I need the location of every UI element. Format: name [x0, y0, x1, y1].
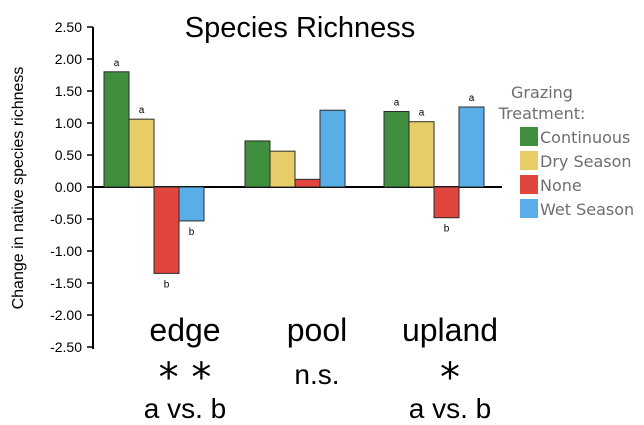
bar: [270, 151, 295, 187]
bar-significance-label: a: [469, 93, 475, 104]
y-tick-label: 0.00: [55, 179, 82, 195]
bar-significance-label: a: [419, 108, 425, 119]
legend-label: Wet Season: [540, 200, 634, 219]
legend-title-line-1: Grazing: [511, 83, 573, 102]
legend-label: None: [540, 176, 582, 195]
bar: [434, 187, 459, 218]
bar: [459, 107, 484, 187]
y-tick-label: 2.50: [55, 19, 82, 35]
group-label: upland: [402, 312, 498, 348]
bars: [104, 72, 484, 274]
legend-swatch: [520, 175, 538, 194]
legend-swatch: [520, 127, 538, 146]
legend: Grazing Treatment: Continuous Dry Season N…: [498, 83, 635, 219]
y-tick-label: 1.50: [55, 83, 82, 99]
bar: [295, 179, 320, 187]
bar: [179, 187, 204, 221]
y-axis-label: Change in native species richness: [10, 67, 27, 310]
group-label: pool: [287, 312, 348, 348]
legend-label: Continuous: [540, 128, 630, 147]
bar: [409, 122, 434, 187]
y-tick-label: -2.50: [50, 339, 82, 355]
bar-significance-label: b: [189, 227, 195, 238]
comparison-label: a vs. b: [409, 393, 491, 424]
group-label: edge: [149, 312, 220, 348]
comparison-label: a vs. b: [144, 393, 226, 424]
y-tick-label: 2.00: [55, 51, 82, 67]
legend-swatch: [520, 151, 538, 170]
bar-significance-label: b: [164, 279, 170, 290]
bar: [104, 72, 129, 187]
y-tick-label: 1.00: [55, 115, 82, 131]
legend-label: Dry Season: [540, 152, 632, 171]
y-tick-label: -1.00: [50, 243, 82, 259]
y-tick-label: 0.50: [55, 147, 82, 163]
bar: [245, 141, 270, 187]
bar: [129, 119, 154, 187]
y-tick-label: -0.50: [50, 211, 82, 227]
legend-items: Continuous Dry Season None Wet Season: [520, 127, 634, 219]
bar: [154, 187, 179, 273]
chart-title: Species Richness: [185, 12, 416, 44]
bar-significance-label: a: [114, 58, 120, 69]
bar-significance-label: a: [139, 105, 145, 116]
y-tick-label: -2.00: [50, 307, 82, 323]
y-tick-label: -1.50: [50, 275, 82, 291]
bar-significance-label: b: [444, 224, 450, 235]
legend-title-line-2: Treatment:: [498, 104, 586, 123]
bar-significance-label: a: [394, 97, 400, 108]
not-significant-label: n.s.: [294, 359, 339, 390]
bar: [384, 111, 409, 187]
legend-swatch: [520, 199, 538, 218]
bar: [320, 110, 345, 187]
y-axis-ticks: 2.50 2.00 1.50 1.00 0.50 0.00 -0.50 -1.00 -1.50 -…: [50, 19, 93, 355]
